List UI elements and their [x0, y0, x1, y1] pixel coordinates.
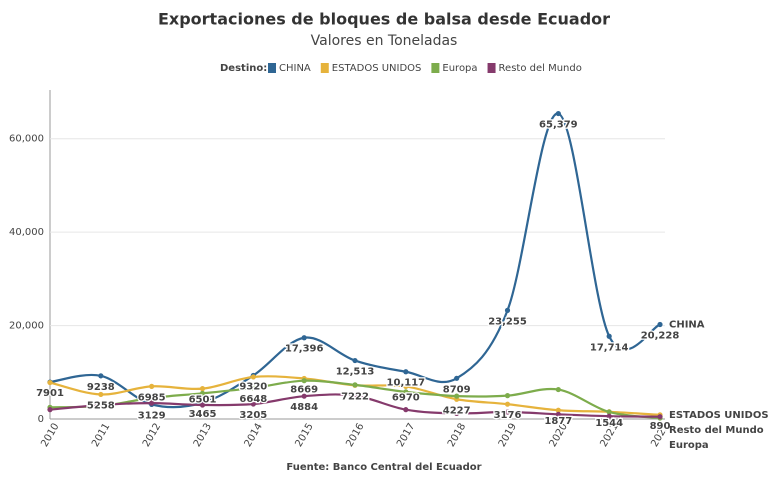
- point: [657, 414, 663, 420]
- legend-swatch: [320, 63, 329, 73]
- data-label: 1877: [544, 416, 572, 427]
- x-tick-label: 2019: [497, 421, 519, 449]
- end-label: ESTADOS UNIDOS: [669, 410, 768, 421]
- point: [504, 409, 511, 415]
- data-label: 3176: [494, 410, 522, 421]
- point: [149, 400, 155, 406]
- point: [454, 375, 460, 381]
- point: [606, 413, 612, 419]
- point: [98, 373, 104, 379]
- x-tick-label: 2017: [395, 421, 417, 449]
- point: [250, 401, 256, 407]
- data-label: 7222: [341, 391, 369, 402]
- point: [555, 411, 561, 417]
- chart-title: Exportaciones de bloques de balsa desde …: [158, 10, 610, 29]
- data-label: 9238: [87, 382, 115, 393]
- data-label: 12,513: [336, 367, 375, 378]
- point: [504, 401, 511, 407]
- point: [555, 407, 561, 413]
- point: [149, 395, 155, 401]
- legend-swatch: [431, 63, 440, 73]
- y-tick-label: 20,000: [9, 321, 44, 332]
- point: [504, 393, 511, 399]
- point: [352, 357, 358, 364]
- data-label: 4227: [443, 405, 471, 416]
- point: [454, 410, 460, 416]
- point: [301, 335, 307, 341]
- data-label: 9320: [239, 381, 267, 392]
- data-label: 3465: [189, 409, 217, 420]
- x-tick-label: 2011: [90, 421, 112, 449]
- point: [352, 393, 358, 399]
- point: [454, 393, 460, 399]
- end-label: CHINA: [669, 320, 705, 331]
- point: [403, 407, 409, 413]
- point: [199, 386, 206, 392]
- data-label: 65,379: [539, 120, 578, 131]
- data-label: 20,228: [641, 331, 680, 342]
- data-label: 23,255: [488, 316, 527, 327]
- point: [98, 391, 104, 398]
- point: [352, 382, 358, 388]
- legend-label: ESTADOS UNIDOS: [332, 63, 422, 74]
- point: [301, 378, 307, 384]
- x-tick-label: 2012: [141, 421, 163, 449]
- legend-swatch: [268, 63, 276, 73]
- data-label: 17,714: [590, 342, 629, 353]
- point: [555, 386, 561, 393]
- chart-subtitle: Valores en Toneladas: [311, 33, 458, 49]
- y-tick-label: 40,000: [9, 227, 44, 238]
- point: [403, 383, 409, 390]
- data-label: 4884: [290, 402, 318, 413]
- x-tick-label: 2014: [243, 421, 265, 449]
- end-label: Europa: [669, 440, 709, 451]
- point: [606, 409, 612, 415]
- legend-swatch: [487, 63, 496, 73]
- data-label: 10,117: [387, 378, 426, 389]
- data-label: 6985: [138, 392, 166, 403]
- data-label: 1544: [595, 418, 623, 429]
- x-tick-label: 2010: [39, 421, 61, 449]
- x-tick-label: 2015: [293, 421, 315, 449]
- point: [606, 333, 612, 339]
- point: [98, 402, 104, 408]
- point: [199, 390, 206, 396]
- data-label: 8669: [290, 385, 318, 396]
- point: [47, 379, 53, 386]
- point: [199, 402, 206, 408]
- legend-label: Resto del Mundo: [499, 63, 582, 74]
- point: [555, 110, 561, 117]
- x-tick-label: 2016: [344, 421, 366, 449]
- data-label: 6501: [189, 395, 217, 406]
- data-label: 6970: [392, 392, 420, 403]
- legend-label: CHINA: [279, 63, 311, 74]
- point: [250, 374, 256, 380]
- legend-title: Destino:: [220, 63, 267, 74]
- point: [504, 307, 511, 313]
- y-tick-label: 60,000: [9, 134, 44, 145]
- end-label: Resto del Mundo: [669, 425, 764, 436]
- point: [403, 369, 409, 375]
- data-label: 3129: [138, 410, 166, 421]
- data-label: 8709: [443, 384, 471, 395]
- data-label: 7901: [36, 388, 64, 399]
- point: [250, 385, 256, 391]
- data-label: 890: [650, 421, 671, 432]
- point: [47, 407, 53, 413]
- x-tick-label: 2018: [446, 421, 468, 449]
- y-tick-label: 0: [38, 414, 44, 425]
- point: [301, 393, 307, 399]
- data-label: 5258: [87, 400, 115, 411]
- data-label: 6648: [239, 394, 267, 405]
- point: [403, 389, 409, 395]
- legend-label: Europa: [442, 63, 477, 74]
- point: [657, 321, 663, 328]
- data-label: 3205: [239, 410, 267, 421]
- data-label: 17,396: [285, 344, 324, 355]
- point: [149, 383, 155, 389]
- x-tick-label: 2013: [192, 421, 214, 449]
- source: Fuente: Banco Central del Ecuador: [286, 462, 481, 473]
